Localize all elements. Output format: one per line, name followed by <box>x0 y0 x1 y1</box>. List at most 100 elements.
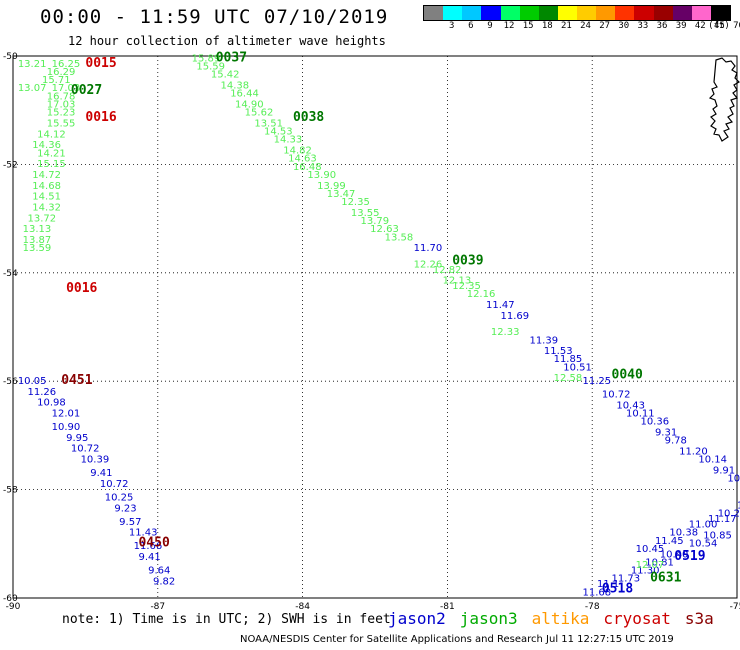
satellite-legend: jason2 jason3 altika cryosat s3a <box>388 609 728 628</box>
legend-swatch <box>443 6 463 20</box>
swh-value: 13.90 <box>307 170 336 181</box>
swh-value: 11.73 <box>612 574 641 585</box>
swh-value: 11.13 <box>737 501 740 512</box>
pass-time-label: 0039 <box>452 254 483 269</box>
swh-value: 13.07 <box>18 83 47 94</box>
swh-value: 11.47 <box>486 300 515 311</box>
swh-value: 14.51 <box>32 192 61 203</box>
swh-value: 9.57 <box>119 517 141 528</box>
legend-label: 39 <box>675 21 687 31</box>
swh-value: 15.23 <box>47 108 76 119</box>
swh-value: 9.41 <box>138 552 160 563</box>
swh-value: 9.82 <box>153 576 175 587</box>
satellite-name: jason2 <box>388 609 446 628</box>
satellite-name: s3a <box>684 609 714 628</box>
swh-value: 11.85 <box>554 354 583 365</box>
swh-value: 16.78 <box>47 91 76 102</box>
swh-value: 14.38 <box>221 81 250 92</box>
swh-value: 10.51 <box>563 362 592 373</box>
swh-value: 12.07 <box>636 560 665 571</box>
page-title: 00:00 - 11:59 UTC 07/10/2019 <box>40 6 389 28</box>
swh-value: 11.66 <box>134 541 163 552</box>
legend-label: 42 <box>694 21 706 31</box>
pass-time-label: 0037 <box>216 50 247 65</box>
footnote: note: 1) Time is in UTC; 2) SWH is in fe… <box>62 612 391 627</box>
legend-swatch <box>519 6 539 20</box>
swh-value: 14.90 <box>235 99 264 110</box>
swh-value: 14.53 <box>264 127 293 138</box>
pass-time-label: 0016 <box>85 110 116 125</box>
swh-value: 9.95 <box>66 433 88 444</box>
swh-value: 11.70 <box>414 243 443 254</box>
swh-value: 10.81 <box>645 557 674 568</box>
legend-label: 6 <box>468 21 474 31</box>
swh-value: 14.82 <box>283 146 312 157</box>
legend-swatch <box>653 6 673 20</box>
swh-value: 12.35 <box>341 197 370 208</box>
swh-value: 12.58 <box>554 373 583 384</box>
swh-value: 11.68 <box>583 587 612 598</box>
legend-label: 21 <box>561 21 572 31</box>
legend-label: 12 <box>503 21 515 31</box>
swh-value: 12.01 <box>52 408 81 419</box>
swh-value: 14.36 <box>32 140 61 151</box>
coastline-shape <box>708 57 740 142</box>
swh-value: 15.42 <box>211 70 240 81</box>
swh-value: 16.44 <box>230 89 259 100</box>
time-labels: 0015 0027 0016 0016 0451 0450 0037 0038 0039 0040… <box>61 50 705 596</box>
pass-time-label: 0015 <box>85 56 116 71</box>
swh-value: 11.20 <box>679 446 708 457</box>
legend-swatch <box>538 6 558 20</box>
swh-value: 10.89 <box>727 473 740 484</box>
swh-value: 12.13 <box>443 276 472 287</box>
track-jason2-ascending: 11.6811.111.7311.3010.8110.4010.4511.451… <box>583 501 740 599</box>
lon-tick-label: -81 <box>440 602 455 612</box>
swh-value: 15.71 <box>42 75 71 86</box>
swh-value: 11.43 <box>129 528 158 539</box>
legend-label: 70 <box>733 21 740 31</box>
lon-tick-label: -90 <box>6 602 21 612</box>
swh-value: 14.63 <box>288 154 317 165</box>
swh-value: 14.68 <box>32 181 61 192</box>
swh-value: 10.85 <box>703 530 732 541</box>
swh-value: 11.45 <box>655 536 684 547</box>
pass-time-label: 0631 <box>650 571 681 586</box>
pass-time-label: 0040 <box>612 367 643 382</box>
color-legend <box>423 5 731 21</box>
lat-tick-label: -52 <box>3 160 18 170</box>
swh-value: 10.38 <box>669 528 698 539</box>
swh-value: 14.32 <box>32 202 61 213</box>
swh-value: 10.40 <box>660 549 689 560</box>
swh-value: 15.89 <box>192 53 221 64</box>
swh-value: 10.43 <box>616 400 645 411</box>
track-green-short: 12.07 <box>636 560 665 571</box>
legend-label: 27 <box>599 21 611 31</box>
pass-time-label: 0038 <box>293 110 324 125</box>
swh-value: 12.35 <box>452 281 481 292</box>
legend-label: 33 <box>637 21 649 31</box>
map-grid <box>12 55 738 599</box>
legend-label: 18 <box>541 21 553 31</box>
swh-value: 10.45 <box>636 544 665 555</box>
legend-labels: 36912151821242730333639424570(ft) <box>423 21 740 33</box>
swh-value: 17.03 <box>47 99 76 110</box>
swh-value: 11.53 <box>544 346 573 357</box>
swh-value: 9.91 <box>713 465 735 476</box>
legend-swatch <box>424 6 444 20</box>
swh-value: 10.72 <box>602 389 631 400</box>
swh-value: 11.69 <box>500 311 529 322</box>
swh-value: 10.72 <box>71 444 100 455</box>
swh-value: 11.26 <box>27 387 56 398</box>
track-jason3-descending: 15.8915.5915.4214.3816.4414.9015.6213.51… <box>192 53 583 384</box>
swh-value: 9.23 <box>114 503 136 514</box>
legend-swatch <box>710 6 730 20</box>
legend-swatch <box>462 6 482 20</box>
lat-tick-label: -54 <box>3 269 18 279</box>
swh-value: 13.51 <box>254 118 283 129</box>
swh-value: 11.39 <box>529 335 558 346</box>
pass-time-label: 0519 <box>674 549 705 564</box>
satellite-name: jason3 <box>459 609 518 628</box>
